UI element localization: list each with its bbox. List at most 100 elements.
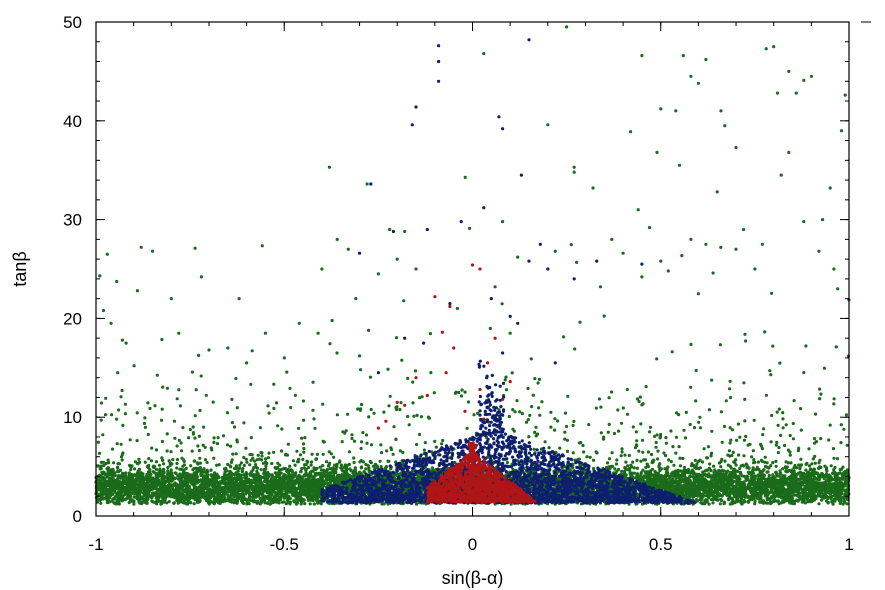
green-point bbox=[369, 443, 374, 447]
green-point bbox=[110, 413, 114, 417]
green-point bbox=[632, 466, 636, 470]
green-point bbox=[625, 387, 629, 392]
green-point bbox=[783, 443, 787, 448]
green-point bbox=[764, 393, 769, 397]
green-point bbox=[656, 457, 660, 461]
green-point bbox=[571, 423, 575, 427]
green-point bbox=[319, 502, 323, 506]
green-point bbox=[563, 430, 567, 434]
green-point bbox=[417, 432, 422, 437]
points-layer bbox=[94, 25, 851, 506]
green-point bbox=[587, 423, 591, 427]
green-point bbox=[254, 463, 258, 467]
green-point bbox=[328, 342, 332, 346]
green-point bbox=[415, 413, 419, 417]
green-point bbox=[616, 408, 620, 412]
green-point bbox=[765, 477, 769, 481]
green-point bbox=[249, 436, 253, 440]
green-point bbox=[641, 468, 645, 472]
green-point bbox=[537, 377, 542, 381]
green-point bbox=[121, 423, 125, 427]
green-point bbox=[398, 449, 402, 453]
green-point bbox=[626, 464, 630, 468]
green-point bbox=[549, 425, 553, 429]
green-point bbox=[205, 460, 209, 465]
green-point bbox=[465, 426, 469, 430]
green-point bbox=[143, 416, 147, 420]
green-point bbox=[310, 452, 314, 456]
green-point bbox=[359, 368, 363, 372]
green-point bbox=[198, 408, 202, 413]
green-point bbox=[667, 458, 671, 462]
green-point bbox=[340, 440, 344, 444]
green-point bbox=[683, 436, 688, 440]
green-point bbox=[411, 380, 415, 384]
green-point bbox=[527, 435, 531, 439]
green-point bbox=[116, 495, 120, 499]
green-point bbox=[181, 464, 185, 468]
green-point bbox=[719, 410, 724, 414]
green-point bbox=[135, 439, 139, 443]
green-point bbox=[775, 410, 779, 414]
green-point bbox=[329, 452, 333, 456]
green-point bbox=[774, 470, 778, 475]
green-point bbox=[301, 399, 305, 403]
green-point bbox=[811, 457, 816, 461]
green-point bbox=[335, 413, 339, 417]
green-point bbox=[260, 244, 264, 248]
green-point bbox=[189, 464, 193, 468]
green-point bbox=[274, 401, 279, 405]
green-point bbox=[708, 462, 712, 466]
green-point bbox=[688, 422, 692, 427]
green-point bbox=[191, 425, 195, 429]
green-point bbox=[312, 417, 316, 421]
green-point bbox=[654, 445, 658, 449]
green-point bbox=[335, 237, 339, 241]
green-point bbox=[824, 466, 829, 470]
green-point bbox=[776, 423, 780, 427]
green-point bbox=[728, 387, 732, 391]
green-point bbox=[313, 426, 317, 430]
green-point bbox=[212, 440, 216, 444]
green-point bbox=[303, 436, 307, 440]
green-point bbox=[301, 457, 305, 462]
green-point bbox=[597, 397, 602, 401]
green-point bbox=[389, 447, 394, 452]
green-point bbox=[414, 502, 419, 506]
green-point bbox=[832, 402, 836, 406]
green-point bbox=[359, 402, 364, 407]
green-point bbox=[563, 411, 568, 415]
green-point bbox=[272, 450, 276, 454]
green-point bbox=[819, 437, 823, 441]
green-point bbox=[753, 493, 757, 497]
green-point bbox=[635, 458, 639, 462]
green-point bbox=[463, 390, 467, 394]
green-point bbox=[399, 401, 403, 405]
green-point bbox=[119, 442, 123, 446]
green-point bbox=[617, 429, 621, 433]
green-point bbox=[325, 468, 330, 472]
green-point bbox=[829, 464, 833, 468]
green-point bbox=[313, 472, 317, 476]
green-point bbox=[160, 337, 164, 342]
green-point bbox=[791, 437, 796, 441]
green-point bbox=[361, 431, 365, 435]
green-point bbox=[266, 456, 270, 460]
green-point bbox=[120, 388, 124, 393]
green-point bbox=[215, 442, 219, 446]
green-point bbox=[655, 433, 659, 437]
green-point bbox=[335, 465, 339, 469]
green-point bbox=[160, 407, 164, 411]
green-point bbox=[832, 456, 836, 460]
green-point bbox=[101, 433, 105, 437]
green-point bbox=[818, 397, 822, 401]
green-point bbox=[197, 434, 201, 438]
green-point bbox=[302, 442, 306, 446]
green-point bbox=[119, 395, 123, 399]
green-point bbox=[116, 371, 120, 375]
green-point bbox=[293, 463, 297, 467]
green-point bbox=[781, 467, 785, 471]
green-point bbox=[802, 371, 806, 375]
green-point bbox=[620, 450, 624, 454]
green-point bbox=[99, 401, 104, 405]
